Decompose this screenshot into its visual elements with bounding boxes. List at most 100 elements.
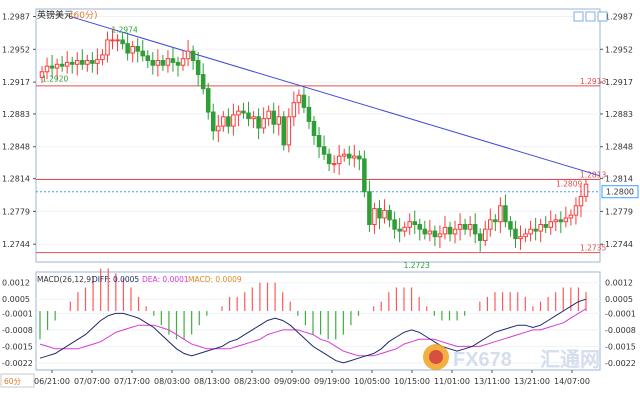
main-y-tick-label-right: 1.2814 [605,175,633,184]
macd-panel-frame [35,271,601,371]
candle-body [85,60,90,65]
candle-body [498,205,503,223]
candle-body [236,110,241,116]
candle-body [548,221,554,228]
x-tick-label: 13/11:00 [474,377,510,386]
candle-body [467,224,473,230]
x-tick-label: 07/07:00 [74,377,110,386]
macd-y-tick-label: -0.0015 [2,342,33,351]
chart-frame [35,8,601,371]
candle-body [231,114,236,127]
candle-body [336,155,342,165]
candle-body [190,50,196,62]
x-tick-label: 10/05:00 [354,377,390,386]
candle-body [135,45,140,52]
main-y-tick-label: 1.2883 [2,110,30,119]
candle-body [100,54,105,61]
high-annotation: 1.2974 [111,26,137,35]
close-icon[interactable] [597,11,608,22]
candle-body [533,228,538,232]
macd-y-tick-label-right: -0.0022 [605,359,636,368]
candle-body [392,219,397,230]
candle-body [59,63,65,67]
candle-body [558,219,564,223]
candle-body [452,228,458,235]
main-y-tick-label-right: 1.2987 [605,12,633,21]
watermark-logo-inner-icon [429,350,443,364]
candle-body [447,226,453,235]
candle-body [372,208,377,226]
macd-y-tick-label: 0.0012 [2,279,30,288]
main-panel-frame [35,8,601,263]
candle-body [346,153,352,159]
macd-y-tick-label-right: 0.0005 [605,295,633,304]
candle-body [170,58,176,63]
macd-y-tick-label-right: 0.0012 [605,279,633,288]
period-button[interactable]: 60分 [0,373,35,388]
candle-body [563,217,569,223]
candle-body [568,214,574,219]
macd-value-label: MACD: 0.0009 [188,275,242,284]
x-axis: 06/21:00 07/07:00 07/17:00 08/03:00 08/13:00… [34,370,590,386]
candle-body [246,112,251,120]
candle-body [553,219,559,223]
candle-body [437,233,443,238]
candle-body [266,110,271,120]
chart-title: 英镑美元 [37,9,73,21]
main-y-tick-label: 1.2814 [2,175,30,184]
x-tick-label: 08/13:00 [194,377,230,386]
candle-body [216,125,221,132]
candle-body [105,39,110,56]
candle-body [185,50,191,60]
macd-diff-label: DIFF: 0.0005 [92,275,139,284]
x-tick-label: 14/07:00 [554,377,590,386]
annotations: 1.2974 1.2920 1.2723 1.2809 [42,26,582,270]
settings-icon[interactable] [573,11,584,22]
horizontal-line-label: 1.2735 [580,244,606,253]
main-y-tick-label: 1.2744 [2,240,30,249]
window-controls [573,11,608,22]
main-y-tick-label-right: 1.2744 [605,240,633,249]
candle-body [110,39,115,42]
candle-body [417,224,423,230]
diff-series-line [39,298,587,364]
candle-body [488,219,493,230]
candle-body [477,233,483,241]
watermark-text: 汇通网 [540,347,600,371]
candle-body [382,209,387,219]
candle-body [472,224,478,235]
x-tick-label: 06/21:00 [34,377,70,386]
candle-body [165,58,171,66]
candle-body [140,50,146,57]
candles [39,28,589,252]
candle-body [457,224,463,230]
candle-body [538,224,543,232]
candle-body [155,60,161,66]
macd-y-tick-label-right: -0.0015 [605,342,636,351]
current-price-tag [601,185,639,199]
main-y-tick-label: 1.2952 [2,45,30,54]
zoom-icon[interactable] [585,11,596,22]
candle-body [69,61,75,65]
candle-body [402,226,407,232]
macd-y-axis: 0.0012 0.0012 0.0005 0.0005 -0.0001 -0.0001 -0… [2,279,636,368]
x-tick-label: 10/15:00 [394,377,430,386]
candle-body [44,65,50,73]
candle-body [95,59,100,64]
candle-body [120,39,125,45]
macd-lines [39,298,587,364]
candle-body [412,221,418,226]
last-annotation: 1.2809 [556,179,582,188]
horizontal-line-label: 1.2813 [580,171,606,180]
period-button-label: 60分 [4,377,22,386]
candle-body [241,110,246,114]
candle-body [125,43,130,54]
candle-body [321,146,327,155]
candle-body [367,191,372,226]
candle-body [286,116,292,146]
candle-body [326,153,332,165]
trendline [67,15,601,177]
macd-y-tick-label-right: -0.0001 [605,309,636,318]
candle-body [200,74,206,90]
